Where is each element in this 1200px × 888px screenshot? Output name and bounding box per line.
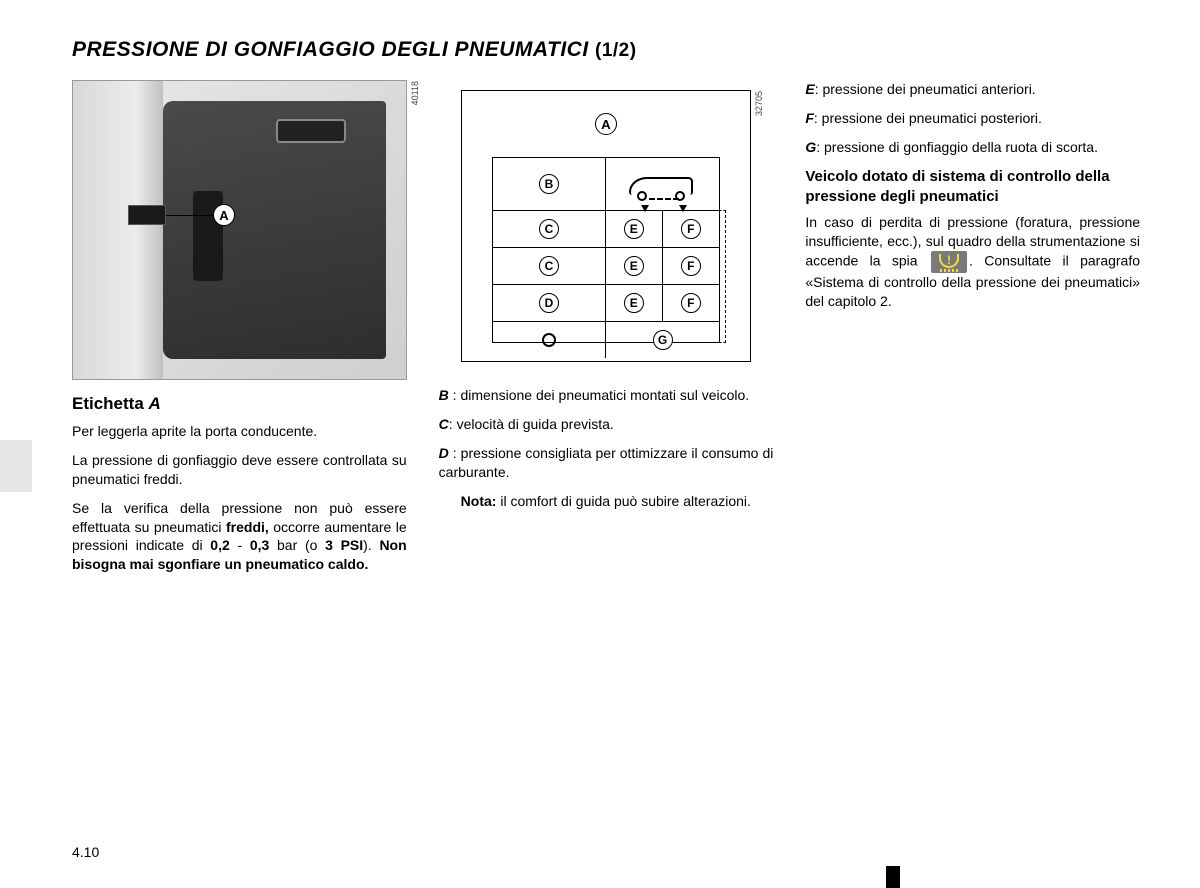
- title-part: (1/2): [595, 40, 637, 61]
- def-G: G: pressione di gonfiaggio della ruota d…: [805, 138, 1140, 157]
- heading-letter: A: [149, 394, 161, 413]
- def-B: B : dimensione dei pneumatici montati su…: [439, 386, 774, 405]
- cell-F2: F: [663, 247, 720, 284]
- wheel-front: [637, 191, 647, 201]
- label-C1: C: [539, 219, 559, 239]
- label-G: G: [653, 330, 673, 350]
- column-1: 40118 A Etichetta A Per leggerla aprite …: [72, 80, 407, 584]
- door-photo: 40118 A: [72, 80, 407, 380]
- axle-line: [649, 198, 679, 200]
- crop-mark: [886, 866, 900, 888]
- def-E: E: pressione dei pneumatici anteriori.: [805, 80, 1140, 99]
- lead-C: C: [439, 416, 449, 432]
- lead-E: E: [805, 81, 814, 97]
- table-row: G: [493, 321, 719, 358]
- text-G: : pressione di gonfiaggio della ruota di…: [816, 139, 1098, 155]
- tpms-exclaim: !: [947, 254, 951, 266]
- page-number: 4.10: [72, 844, 99, 860]
- cell-F1: F: [663, 210, 720, 247]
- cell-spare: [493, 321, 606, 358]
- table-row: C E F: [493, 210, 719, 247]
- text-D: : pressione consigliata per ottimizzare …: [439, 445, 774, 480]
- note-bold: Nota:: [461, 493, 497, 509]
- heading-prefix: Etichetta: [72, 394, 149, 413]
- p3-b3: 0,3: [250, 537, 269, 553]
- cell-F3: F: [663, 284, 720, 321]
- table-header: B: [493, 158, 719, 210]
- label-E3: E: [624, 293, 644, 313]
- def-F: F: pressione dei pneumatici posteriori.: [805, 109, 1140, 128]
- label-D: D: [539, 293, 559, 313]
- door-frame-edge: [73, 81, 163, 379]
- p3-mid2: bar (o: [269, 537, 325, 553]
- cell-G: G: [606, 321, 719, 358]
- cell-B: B: [493, 158, 606, 210]
- lead-F: F: [805, 110, 814, 126]
- spare-circle: [542, 333, 556, 347]
- text-E: : pressione dei pneumatici anteriori.: [815, 81, 1036, 97]
- etichetta-heading: Etichetta A: [72, 394, 407, 414]
- def-note: Nota: il comfort di guida può subire alt…: [439, 492, 774, 511]
- col1-p1: Per leggerla aprite la porta conducente.: [72, 422, 407, 441]
- column-2: 32705 A B: [439, 80, 774, 584]
- cell-D: D: [493, 284, 606, 321]
- callout-A-photo: A: [213, 204, 235, 226]
- label-table: B C E F: [492, 157, 720, 343]
- table-row: C E F: [493, 247, 719, 284]
- photo-code: 40118: [410, 81, 420, 105]
- dashed-border: [719, 210, 726, 343]
- diagram-code: 32705: [754, 91, 764, 116]
- p3-dash: -: [230, 537, 250, 553]
- def-C: C: velocità di guida prevista.: [439, 415, 774, 434]
- col1-p2: La pressione di gonfiaggio deve essere c…: [72, 451, 407, 489]
- note-text: il comfort di guida può subire alterazio…: [496, 493, 750, 509]
- label-E2: E: [624, 256, 644, 276]
- label-F1: F: [681, 219, 701, 239]
- pressure-label-diagram: 32705 A B: [461, 90, 751, 362]
- door-panel: [163, 101, 386, 359]
- label-F2: F: [681, 256, 701, 276]
- p3-mid3: ).: [363, 537, 379, 553]
- page-title: PRESSIONE DI GONFIAGGIO DEGLI PNEUMATICI…: [72, 38, 637, 62]
- pressure-label-sticker: [128, 205, 166, 225]
- tpms-heading: Veicolo dotato di sistema di controllo d…: [805, 167, 1140, 208]
- cell-C1: C: [493, 210, 606, 247]
- callout-A-diagram: A: [595, 113, 617, 135]
- cell-E1: E: [606, 210, 663, 247]
- door-handle: [276, 119, 346, 143]
- text-B: : dimensione dei pneumatici montati sul …: [449, 387, 749, 403]
- callout-line: [166, 215, 214, 216]
- text-F: : pressione dei pneumatici posteriori.: [814, 110, 1042, 126]
- lead-B: B: [439, 387, 449, 403]
- p3-b2: 0,2: [210, 537, 229, 553]
- cell-C2: C: [493, 247, 606, 284]
- p3-b1: freddi,: [226, 519, 269, 535]
- tpms-paragraph: In caso di perdita di pressione (foratur…: [805, 213, 1140, 311]
- column-3: E: pressione dei pneumatici anteriori. F…: [805, 80, 1140, 584]
- tpms-warning-icon: !: [931, 251, 967, 273]
- p3-b4: 3 PSI: [325, 537, 363, 553]
- cell-E3: E: [606, 284, 663, 321]
- tpms-tread: [940, 269, 958, 272]
- car-icon: [629, 169, 697, 199]
- text-C: : velocità di guida prevista.: [449, 416, 614, 432]
- lead-G: G: [805, 139, 816, 155]
- label-F3: F: [681, 293, 701, 313]
- section-tab: [0, 440, 32, 492]
- col1-p3: Se la verifica della pressione non può e…: [72, 499, 407, 575]
- def-D: D : pressione consigliata per ottimizzar…: [439, 444, 774, 482]
- label-E1: E: [624, 219, 644, 239]
- title-text: PRESSIONE DI GONFIAGGIO DEGLI PNEUMATICI: [72, 38, 589, 61]
- content-columns: 40118 A Etichetta A Per leggerla aprite …: [72, 80, 1140, 584]
- lead-D: D: [439, 445, 449, 461]
- label-C2: C: [539, 256, 559, 276]
- table-row: D E F: [493, 284, 719, 321]
- cell-E2: E: [606, 247, 663, 284]
- cell-car-icon: [606, 158, 719, 210]
- label-B: B: [539, 174, 559, 194]
